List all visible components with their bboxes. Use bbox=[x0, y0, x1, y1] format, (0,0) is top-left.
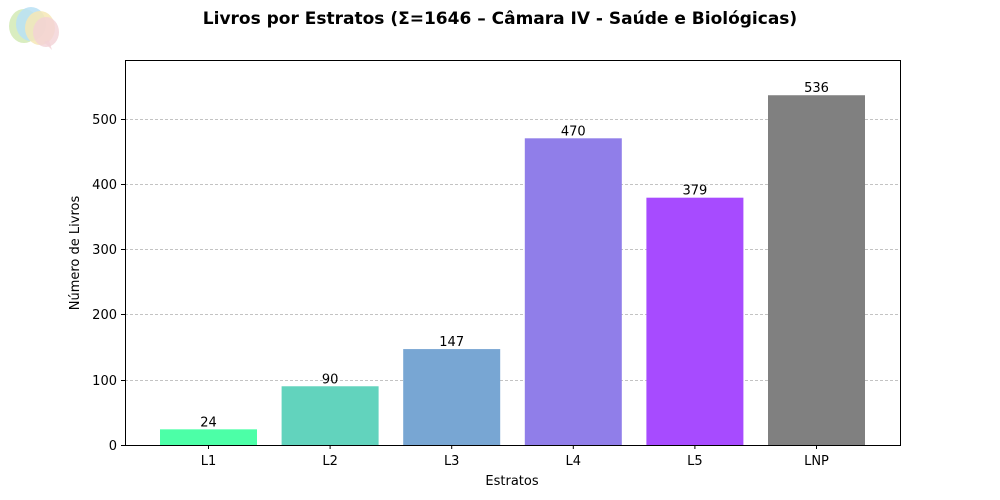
x-tick-label-l4: L4 bbox=[566, 454, 582, 469]
y-axis-ticks: 0 100 200 300 400 500 bbox=[92, 113, 125, 454]
data-labels: 24 90 147 470 379 536 bbox=[200, 81, 829, 430]
data-label-l1: 24 bbox=[200, 415, 217, 430]
chart-title: Livros por Estratos (Σ=1646 – Câmara IV … bbox=[203, 9, 797, 29]
data-label-l5: 379 bbox=[682, 184, 707, 199]
x-tick-label-l2: L2 bbox=[322, 454, 338, 469]
bar-lnp bbox=[768, 95, 865, 445]
x-tick-label-l5: L5 bbox=[687, 454, 703, 469]
plot-frame bbox=[125, 60, 901, 446]
bar-l2 bbox=[281, 386, 379, 445]
data-label-lnp: 536 bbox=[804, 81, 829, 96]
y-axis-label: Número de Livros bbox=[68, 196, 83, 311]
bar-l3 bbox=[403, 349, 501, 445]
y-tick-label: 200 bbox=[92, 308, 117, 323]
x-tick-label-l3: L3 bbox=[444, 454, 460, 469]
x-axis-ticks: L1 L2 L3 L4 L5 LNP bbox=[201, 445, 829, 469]
bar-l1 bbox=[160, 429, 257, 445]
x-axis-label: Estratos bbox=[485, 474, 538, 489]
data-label-l4: 470 bbox=[561, 124, 586, 139]
y-tick-label: 0 bbox=[109, 439, 117, 454]
y-tick-label: 100 bbox=[92, 374, 117, 389]
data-label-l3: 147 bbox=[439, 335, 464, 350]
y-tick-label: 300 bbox=[92, 243, 117, 258]
y-tick-label: 500 bbox=[92, 113, 117, 128]
speech-bubbles-logo-icon bbox=[4, 2, 60, 52]
x-tick-label-l1: L1 bbox=[201, 454, 217, 469]
data-label-l2: 90 bbox=[322, 372, 339, 387]
x-tick-label-lnp: LNP bbox=[804, 454, 829, 469]
y-tick-label: 400 bbox=[92, 178, 117, 193]
bars bbox=[160, 95, 865, 445]
bar-l4 bbox=[524, 138, 622, 445]
bar-l5 bbox=[646, 197, 744, 445]
